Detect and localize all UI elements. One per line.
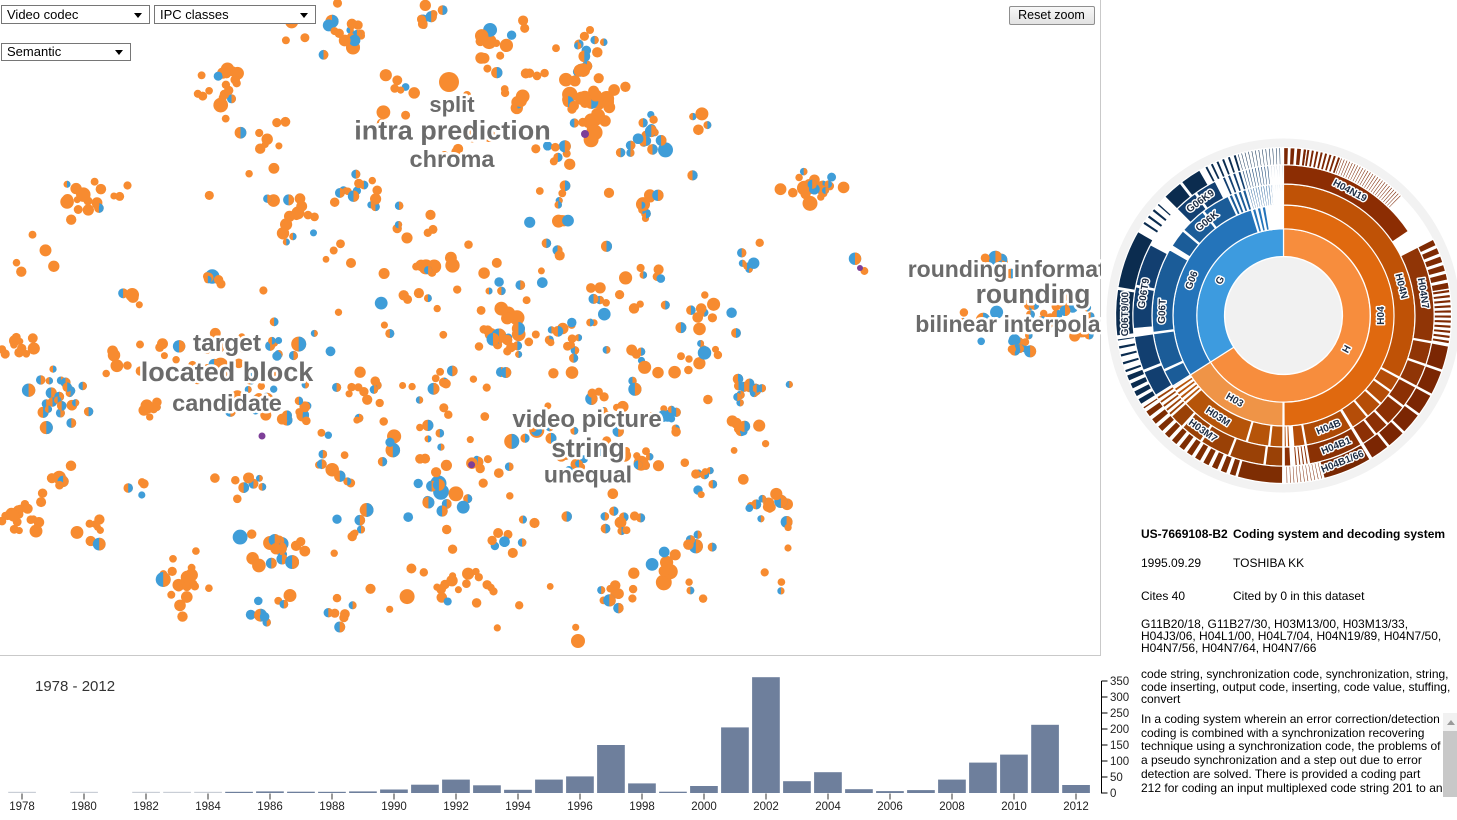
- svg-text:250: 250: [1110, 708, 1129, 720]
- svg-text:1992: 1992: [443, 801, 469, 813]
- svg-text:50: 50: [1110, 772, 1123, 784]
- svg-text:2000: 2000: [691, 801, 717, 813]
- svg-text:1980: 1980: [71, 801, 97, 813]
- svg-text:G06T: G06T: [1157, 299, 1169, 324]
- svg-text:1986: 1986: [257, 801, 283, 813]
- svg-text:1984: 1984: [195, 801, 221, 813]
- svg-text:2002: 2002: [753, 801, 779, 813]
- svg-text:2006: 2006: [877, 801, 903, 813]
- svg-text:rounding: rounding: [976, 279, 1091, 309]
- svg-text:1978: 1978: [9, 801, 35, 813]
- svg-text:1988: 1988: [319, 801, 345, 813]
- svg-text:0: 0: [1110, 788, 1116, 800]
- svg-text:350: 350: [1110, 676, 1129, 688]
- svg-text:1994: 1994: [505, 801, 531, 813]
- svg-text:1998: 1998: [629, 801, 655, 813]
- svg-text:string: string: [551, 433, 625, 463]
- svg-text:G06T9/00: G06T9/00: [1120, 291, 1131, 336]
- svg-text:split: split: [429, 92, 475, 117]
- svg-text:located block: located block: [141, 357, 315, 387]
- svg-text:video picture: video picture: [512, 406, 661, 433]
- svg-text:rounding information: rounding information: [908, 256, 1101, 282]
- svg-text:2010: 2010: [1001, 801, 1027, 813]
- svg-text:bilinear interpolation: bilinear interpolation: [915, 311, 1101, 337]
- svg-text:H04: H04: [1376, 306, 1387, 325]
- svg-text:2004: 2004: [815, 801, 841, 813]
- svg-text:1982: 1982: [133, 801, 159, 813]
- svg-text:150: 150: [1110, 740, 1129, 752]
- svg-text:200: 200: [1110, 724, 1129, 736]
- svg-text:1978 - 2012: 1978 - 2012: [35, 678, 115, 695]
- svg-text:300: 300: [1110, 692, 1129, 704]
- svg-text:unequal: unequal: [544, 462, 632, 488]
- svg-text:2008: 2008: [939, 801, 965, 813]
- svg-text:intra prediction: intra prediction: [354, 116, 551, 146]
- svg-text:2012: 2012: [1063, 801, 1089, 813]
- svg-text:1996: 1996: [567, 801, 593, 813]
- svg-text:100: 100: [1110, 756, 1129, 768]
- svg-text:target: target: [193, 330, 261, 357]
- svg-text:1990: 1990: [381, 801, 407, 813]
- svg-text:candidate: candidate: [172, 390, 282, 416]
- svg-text:chroma: chroma: [410, 146, 496, 172]
